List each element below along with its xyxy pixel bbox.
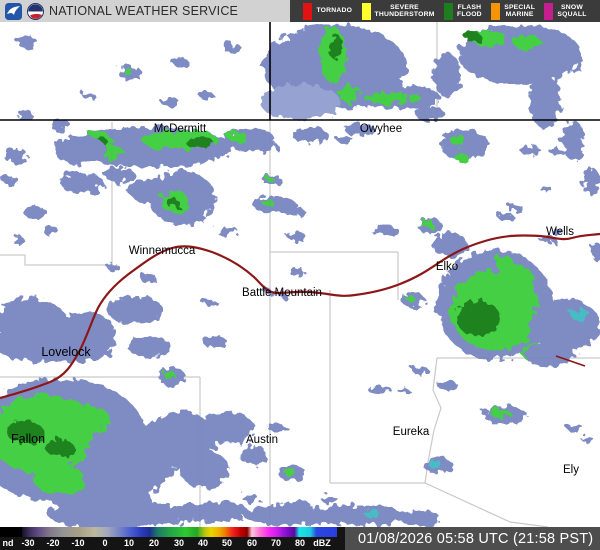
radar-map: McDermitt Owyhee Winnemucca Battle Mount… xyxy=(0,22,600,527)
city-label-lovelock: Lovelock xyxy=(41,345,91,359)
radar-precipitation-layer xyxy=(0,25,600,527)
colorbar-label: 10 xyxy=(123,538,135,548)
snow-squall-color-swatch xyxy=(544,2,554,20)
interstate-80-highway xyxy=(0,232,600,400)
colorbar-label-nd: nd xyxy=(2,538,14,548)
colorbar-label: 30 xyxy=(173,538,185,548)
bottom-bar: nd -30 -20 -10 0 10 20 30 40 50 60 70 80… xyxy=(0,527,600,550)
colorbar-label: 80 xyxy=(294,538,306,548)
colorbar-gradient xyxy=(22,527,337,537)
colorbar-label: -20 xyxy=(46,538,60,548)
noaa-logo-icon xyxy=(5,2,22,20)
nws-logo-icon xyxy=(27,2,44,20)
severe-thunderstorm-label: SEVERE THUNDERSTORM xyxy=(374,3,435,19)
legend-item-special-marine: SPECIAL MARINE xyxy=(491,2,536,20)
city-label-fallon: Fallon xyxy=(10,432,46,446)
city-label-battle-mountain: Battle Mountain xyxy=(242,287,322,299)
header-bar: NATIONAL WEATHER SERVICE TORNADO SEVERE … xyxy=(0,0,600,22)
colorbar-label: 20 xyxy=(148,538,160,548)
secondary-road xyxy=(555,355,586,367)
reflectivity-colorbar: nd -30 -20 -10 0 10 20 30 40 50 60 70 80… xyxy=(0,527,345,550)
colorbar-label: -10 xyxy=(71,538,85,548)
city-label-wells: Wells xyxy=(546,226,574,238)
agency-title: NATIONAL WEATHER SERVICE xyxy=(49,4,239,18)
legend-item-flash-flood: FLASH FLOOD xyxy=(444,2,482,20)
colorbar-label-dbz: dBZ xyxy=(313,538,331,548)
city-label-eureka: Eureka xyxy=(392,426,430,438)
snow-squall-label: SNOW SQUALL xyxy=(557,3,587,19)
flash-flood-color-swatch xyxy=(444,2,453,20)
legend-item-severe-thunderstorm: SEVERE THUNDERSTORM xyxy=(361,2,435,20)
special-marine-label: SPECIAL MARINE xyxy=(504,3,536,19)
status-panel: 01/08/2026 05:58 UTC (21:58 PST) KLRX xyxy=(345,527,600,550)
city-label-winnemucca: Winnemucca xyxy=(128,245,196,257)
legend-item-tornado: TORNADO xyxy=(303,2,353,20)
colorbar-label: 70 xyxy=(270,538,282,548)
tornado-label: TORNADO xyxy=(316,7,353,15)
colorbar-label: 0 xyxy=(102,538,108,548)
radar-map-graphics xyxy=(0,22,600,527)
colorbar-label: -30 xyxy=(21,538,35,548)
warning-legend: TORNADO SEVERE THUNDERSTORM FLASH FLOOD … xyxy=(290,0,600,22)
colorbar-label: 40 xyxy=(197,538,209,548)
state-borders xyxy=(0,22,600,121)
special-marine-color-swatch xyxy=(491,2,501,20)
city-label-owyhee: Owyhee xyxy=(359,123,403,135)
colorbar-label: 60 xyxy=(246,538,258,548)
tornado-color-swatch xyxy=(303,2,313,20)
colorbar-nd-segment xyxy=(0,527,22,537)
colorbar-label: 50 xyxy=(221,538,233,548)
header-branding: NATIONAL WEATHER SERVICE xyxy=(0,0,290,22)
city-label-elko: Elko xyxy=(435,261,459,273)
legend-item-snow-squall: SNOW SQUALL xyxy=(544,2,587,20)
scan-timestamp: 01/08/2026 05:58 UTC (21:58 PST) xyxy=(358,530,594,547)
city-label-ely: Ely xyxy=(563,464,579,476)
flash-flood-label: FLASH FLOOD xyxy=(457,3,482,19)
city-label-mcdermitt: McDermitt xyxy=(153,123,207,135)
severe-thunderstorm-color-swatch xyxy=(361,2,371,20)
city-label-austin: Austin xyxy=(246,434,278,446)
